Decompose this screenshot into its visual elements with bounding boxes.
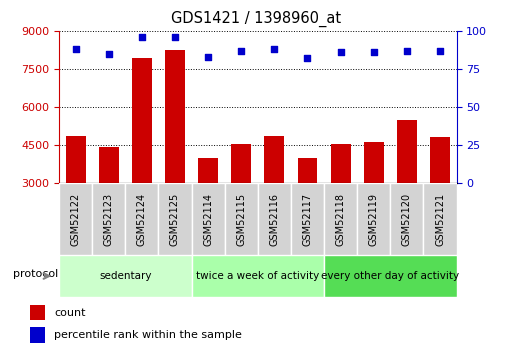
Point xyxy=(105,51,113,57)
Point xyxy=(270,47,279,52)
Point xyxy=(171,34,179,40)
Text: protocol: protocol xyxy=(13,269,58,279)
Bar xyxy=(92,183,125,255)
Point xyxy=(71,47,80,52)
Point xyxy=(137,34,146,40)
Bar xyxy=(291,183,324,255)
Bar xyxy=(331,144,350,183)
Point xyxy=(403,48,411,53)
Text: GSM52116: GSM52116 xyxy=(269,193,280,246)
Bar xyxy=(198,158,218,183)
Bar xyxy=(264,136,284,183)
Text: percentile rank within the sample: percentile rank within the sample xyxy=(54,330,242,340)
Text: sedentary: sedentary xyxy=(99,271,151,281)
Text: GSM52121: GSM52121 xyxy=(435,193,445,246)
Bar xyxy=(159,183,191,255)
Text: GSM52118: GSM52118 xyxy=(336,193,346,246)
Bar xyxy=(66,136,86,183)
Bar xyxy=(390,183,423,255)
Text: GSM52114: GSM52114 xyxy=(203,193,213,246)
Text: twice a week of activity: twice a week of activity xyxy=(196,271,320,281)
Bar xyxy=(98,147,119,183)
Bar xyxy=(357,183,390,255)
Bar xyxy=(423,183,457,255)
Bar xyxy=(298,158,318,183)
Point xyxy=(337,50,345,55)
Bar xyxy=(30,327,45,343)
Text: GDS1421 / 1398960_at: GDS1421 / 1398960_at xyxy=(171,10,342,27)
Text: count: count xyxy=(54,308,86,318)
Text: GSM52122: GSM52122 xyxy=(71,193,81,246)
Point xyxy=(436,48,444,53)
Bar xyxy=(225,183,258,255)
Bar xyxy=(30,305,45,320)
Point xyxy=(237,48,245,53)
Bar xyxy=(324,255,457,297)
Bar xyxy=(125,183,159,255)
Bar xyxy=(59,255,191,297)
Bar xyxy=(231,144,251,183)
Bar xyxy=(132,58,152,183)
Bar xyxy=(430,137,450,183)
Point xyxy=(303,56,311,61)
Text: GSM52115: GSM52115 xyxy=(236,193,246,246)
Text: GSM52123: GSM52123 xyxy=(104,193,114,246)
Bar xyxy=(191,255,324,297)
Text: GSM52120: GSM52120 xyxy=(402,193,412,246)
Point xyxy=(204,54,212,60)
Text: GSM52119: GSM52119 xyxy=(369,193,379,246)
Point xyxy=(370,50,378,55)
Text: every other day of activity: every other day of activity xyxy=(321,271,459,281)
Bar xyxy=(191,183,225,255)
Text: GSM52117: GSM52117 xyxy=(303,193,312,246)
Text: GSM52125: GSM52125 xyxy=(170,193,180,246)
Bar xyxy=(324,183,357,255)
Bar xyxy=(165,50,185,183)
Bar xyxy=(397,120,417,183)
Text: GSM52124: GSM52124 xyxy=(137,193,147,246)
Bar xyxy=(364,142,384,183)
Bar xyxy=(258,183,291,255)
Bar xyxy=(59,183,92,255)
